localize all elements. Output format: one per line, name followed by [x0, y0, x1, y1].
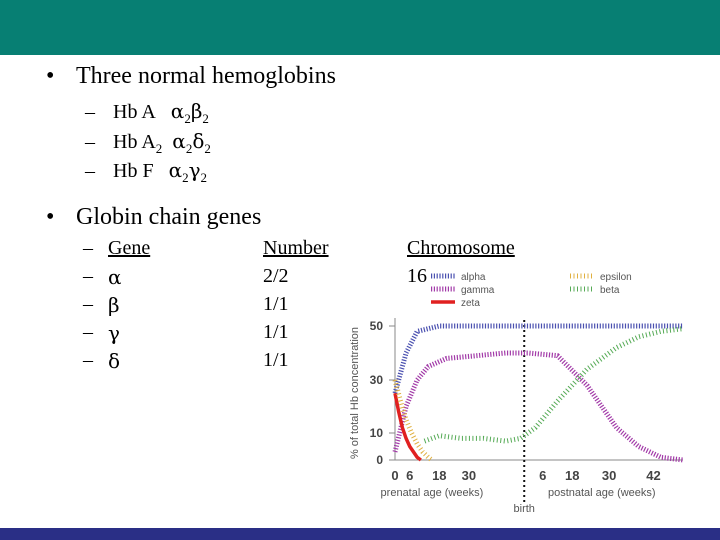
number-cell: 1/1: [263, 349, 289, 371]
y-tick-label: 0: [376, 453, 383, 467]
bullet-text: Three normal hemoglobins: [76, 63, 336, 89]
y-tick-label: 50: [370, 319, 384, 333]
gene-cell: γ: [108, 321, 120, 345]
x-tick-label: 30: [602, 468, 616, 483]
y-tick-label: 10: [370, 426, 384, 440]
gene-cell: β: [108, 293, 120, 317]
y-axis-label: % of total Hb concentration: [349, 327, 361, 459]
y-tick-label: 30: [370, 373, 384, 387]
table-row: – β 1/1: [83, 293, 289, 317]
series-line-gamma: [392, 350, 684, 463]
hemoglobin-item: – Hb F α2γ2: [85, 158, 208, 185]
x-tick-label: 18: [565, 468, 579, 483]
x-tick-label: 30: [462, 468, 476, 483]
legend-label-alpha: alpha: [461, 272, 486, 283]
header-gene: Gene: [108, 237, 151, 259]
series-line-alpha: [392, 323, 683, 394]
legend-label-zeta: zeta: [461, 298, 480, 309]
gene-cell: α: [108, 265, 122, 289]
bullet-text: Globin chain genes: [76, 204, 262, 230]
x-tick-label: 6: [406, 468, 413, 483]
table-row: – α 2/2 16: [83, 265, 427, 289]
x-tick-label: 6: [539, 468, 546, 483]
bullet-hemoglobins: • Three normal hemoglobins: [46, 63, 336, 90]
table-row: – γ 1/1: [83, 321, 289, 345]
table-header-row: – Gene Number Chromosome: [83, 237, 515, 259]
footer-bar: [0, 528, 720, 540]
bullet-marker: •: [46, 204, 55, 230]
number-cell: 2/2: [263, 265, 289, 287]
hemoglobin-item: – Hb A2 α2δ2: [85, 129, 211, 156]
gene-cell: δ: [108, 349, 121, 373]
legend-label-beta: beta: [600, 285, 620, 296]
number-cell: 1/1: [263, 293, 289, 315]
number-cell: 1/1: [263, 321, 289, 343]
header-chromosome: Chromosome: [407, 237, 515, 259]
legend-label-gamma: gamma: [461, 285, 495, 296]
title-bar: [0, 0, 720, 55]
hb-name: Hb A: [113, 131, 156, 153]
table-row: – δ 1/1: [83, 349, 289, 373]
x-tick-label: 18: [432, 468, 446, 483]
series-line-zeta: [393, 392, 422, 462]
series-line-beta: [423, 326, 684, 444]
hb-name: Hb A: [113, 101, 156, 123]
hemoglobin-item: – Hb A α2β2: [85, 99, 209, 126]
bullet-marker: •: [46, 63, 55, 89]
x-axis-label-prenatal: prenatal age (weeks): [381, 487, 484, 499]
bullet-globin-genes: • Globin chain genes: [46, 204, 261, 231]
x-tick-label: 42: [646, 468, 660, 483]
hb-name: Hb F: [113, 160, 154, 182]
legend-label-epsilon: epsilon: [600, 272, 632, 283]
x-tick-label: 0: [391, 468, 398, 483]
series-line-epsilon: [392, 379, 434, 463]
chromosome-cell: 16: [407, 265, 427, 287]
x-axis-label-postnatal: postnatal age (weeks): [548, 487, 656, 499]
birth-label: birth: [514, 503, 535, 515]
header-number: Number: [263, 237, 329, 259]
hemoglobin-switch-chart: 0 10 30 50% of total Hb concentration 0 6 18 30…: [338, 258, 720, 518]
